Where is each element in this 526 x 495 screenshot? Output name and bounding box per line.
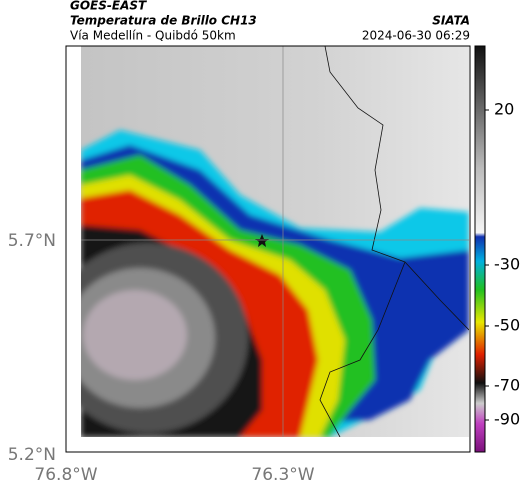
colorbar-tick-label: 20: [494, 100, 514, 119]
colorbar-tick-label: -30: [494, 255, 520, 274]
lat-label: 5.7°N: [8, 231, 56, 251]
subtitle: Temperatura de Brillo CH13: [70, 14, 257, 28]
datetime: 2024-06-30 06:29: [362, 29, 470, 43]
colorbar-tick-label: -90: [494, 410, 520, 429]
colorbar: [474, 45, 486, 453]
map-frame: [65, 45, 471, 453]
satellite-image: [81, 46, 469, 437]
title: GOES-EAST: [70, 0, 147, 13]
lon-label: 76.3°W: [251, 465, 314, 485]
route: Vía Medellín - Quibdó 50km: [70, 29, 236, 43]
colorbar-ticks: 20 -30 -50 -70 -90: [485, 100, 520, 429]
colorbar-tick-label: -50: [494, 316, 520, 335]
lon-label: 76.8°W: [34, 465, 97, 485]
lat-label: 5.2°N: [8, 445, 56, 465]
source: SIATA: [432, 14, 470, 28]
colorbar-tick-label: -70: [494, 376, 520, 395]
